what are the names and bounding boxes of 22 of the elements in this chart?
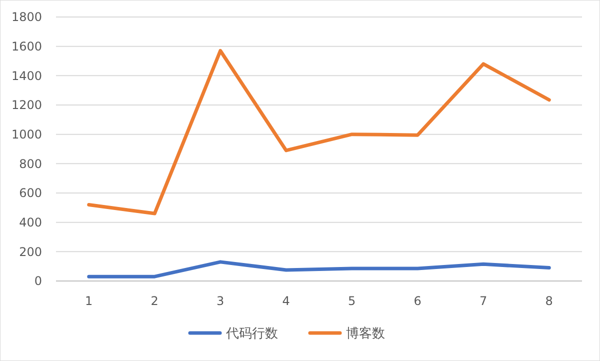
x-tick-label: 1 — [85, 294, 93, 308]
x-tick-label: 8 — [545, 294, 553, 308]
line-series — [87, 48, 551, 216]
y-tick-label: 800 — [19, 156, 42, 171]
legend-label: 博客数 — [346, 326, 385, 342]
y-tick-label: 600 — [19, 186, 42, 200]
x-tick-label: 7 — [480, 294, 488, 308]
x-tick-label: 5 — [348, 294, 356, 308]
y-tick-label: 0 — [34, 274, 42, 288]
y-tick-label: 1600 — [11, 40, 42, 54]
line-series — [87, 260, 551, 278]
y-tick-label: 200 — [19, 244, 42, 259]
legend-label: 代码行数 — [225, 326, 278, 342]
y-tick-label: 400 — [19, 216, 42, 230]
x-tick-label: 2 — [150, 294, 158, 308]
x-tick-label: 4 — [282, 294, 290, 308]
y-tick-label: 1800 — [11, 10, 42, 24]
x-tick-label: 3 — [216, 294, 224, 308]
y-tick-label: 1200 — [11, 98, 42, 112]
y-tick-label: 1000 — [11, 128, 42, 142]
x-tick-label: 6 — [414, 294, 422, 308]
y-tick-label: 1400 — [11, 68, 42, 83]
